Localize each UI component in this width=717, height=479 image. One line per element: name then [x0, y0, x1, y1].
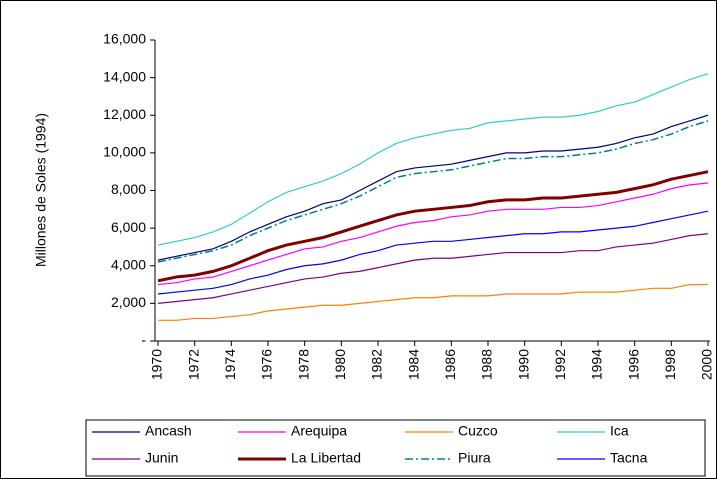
series-line [157, 120, 709, 263]
x-tick-label: 1990 [515, 349, 531, 380]
legend-label: Tacna [610, 450, 648, 466]
series-line [158, 283, 708, 321]
series-line [157, 170, 709, 283]
x-tick-label: 1988 [479, 349, 495, 380]
y-tick-label: 4,000 [111, 256, 146, 272]
x-tick-label: 1994 [589, 349, 605, 380]
series-line [157, 182, 709, 286]
series-line [157, 210, 709, 295]
x-tick-label: 1984 [405, 349, 421, 380]
x-tick-label: 2000 [699, 349, 715, 380]
x-tick-label: 1986 [442, 349, 458, 380]
y-tick-label: 16,000 [103, 31, 146, 47]
legend-label: Ancash [145, 423, 192, 439]
series-line [157, 73, 709, 246]
y-tick-label: 2,000 [111, 294, 146, 310]
y-tick-label: 6,000 [111, 219, 146, 235]
legend [85, 419, 706, 477]
x-tick-label: 1998 [662, 349, 678, 380]
series-line [157, 233, 709, 304]
legend-label: Ica [610, 423, 629, 439]
series-line [157, 114, 709, 261]
y-tick-label: - [141, 332, 146, 348]
legend-label: Cuzco [458, 423, 498, 439]
y-tick-label: 14,000 [103, 68, 146, 84]
x-tick-label: 1976 [259, 349, 275, 380]
legend-label: Junin [145, 450, 178, 466]
y-tick-label: 12,000 [103, 106, 146, 122]
x-tick-label: 1972 [185, 349, 201, 380]
x-tick-label: 1980 [332, 349, 348, 380]
legend-label: Arequipa [291, 423, 347, 439]
x-tick-label: 1996 [625, 349, 641, 380]
x-tick-label: 1992 [552, 349, 568, 380]
x-tick-label: 1982 [369, 349, 385, 380]
legend-label: Piura [458, 450, 491, 466]
y-axis-label: Millones de Soles (1994) [33, 113, 49, 267]
x-tick-label: 1970 [149, 349, 165, 380]
x-tick-label: 1978 [295, 349, 311, 380]
x-tick-label: 1974 [222, 349, 238, 380]
y-tick-label: 10,000 [103, 144, 146, 160]
y-tick-label: 8,000 [111, 181, 146, 197]
legend-label: La Libertad [291, 450, 361, 466]
